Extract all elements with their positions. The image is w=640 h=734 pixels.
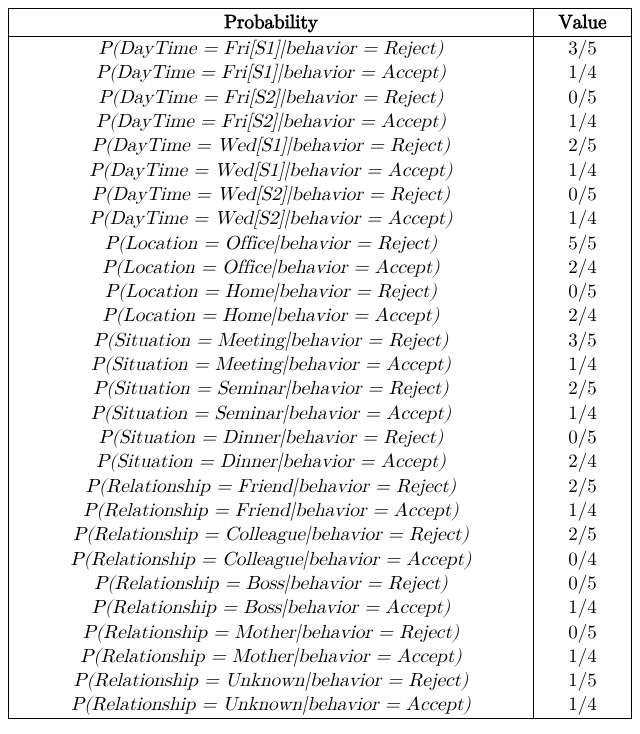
- probability-cell: P(DayTime = Fri[S2]|behavior = Accept): [9, 110, 534, 134]
- table-row: P(Relationship = Mother|behavior = Rejec…: [9, 621, 632, 645]
- value-cell: 0/5: [534, 280, 632, 304]
- value-cell: 5/5: [534, 232, 632, 256]
- col-header-probability: Probability: [9, 9, 534, 37]
- probability-cell: P(Situation = Seminar|behavior = Reject): [9, 377, 534, 401]
- probability-cell: P(Location = Office|behavior = Accept): [9, 256, 534, 280]
- value-cell: 0/5: [534, 86, 632, 110]
- value-cell: 0/5: [534, 426, 632, 450]
- table-row: P(DayTime = Wed[S2]|behavior = Reject)0/…: [9, 183, 632, 207]
- probability-cell: P(Relationship = Mother|behavior = Rejec…: [9, 621, 534, 645]
- probability-cell: P(DayTime = Fri[S2]|behavior = Reject): [9, 86, 534, 110]
- value-cell: 2/4: [534, 450, 632, 474]
- table-row: P(Situation = Meeting|behavior = Accept)…: [9, 353, 632, 377]
- table-row: P(Relationship = Friend|behavior = Rejec…: [9, 475, 632, 499]
- probability-cell: P(DayTime = Fri[S1]|behavior = Accept): [9, 61, 534, 85]
- probability-cell: P(Relationship = Unknown|behavior = Reje…: [9, 669, 534, 693]
- table-row: P(DayTime = Wed[S1]|behavior = Accept)1/…: [9, 159, 632, 183]
- value-cell: 3/5: [534, 37, 632, 62]
- table-row: P(Relationship = Friend|behavior = Accep…: [9, 499, 632, 523]
- value-cell: 1/4: [534, 402, 632, 426]
- probability-cell: P(Location = Home|behavior = Reject): [9, 280, 534, 304]
- table-row: P(DayTime = Wed[S1]|behavior = Reject)2/…: [9, 134, 632, 158]
- table-row: P(Location = Office|behavior = Reject)5/…: [9, 232, 632, 256]
- table-row: P(Relationship = Colleague|behavior = Re…: [9, 523, 632, 547]
- table-row: P(Relationship = Boss|behavior = Reject)…: [9, 572, 632, 596]
- table-row: P(DayTime = Fri[S2]|behavior = Accept)1/…: [9, 110, 632, 134]
- probability-cell: P(Situation = Meeting|behavior = Accept): [9, 353, 534, 377]
- probability-cell: P(DayTime = Wed[S1]|behavior = Reject): [9, 134, 534, 158]
- table-row: P(DayTime = Wed[S2]|behavior = Accept)1/…: [9, 207, 632, 231]
- value-cell: 2/4: [534, 256, 632, 280]
- value-cell: 1/4: [534, 693, 632, 718]
- table-row: P(DayTime = Fri[S1]|behavior = Accept)1/…: [9, 61, 632, 85]
- probability-cell: P(Situation = Seminar|behavior = Accept): [9, 402, 534, 426]
- value-cell: 1/4: [534, 61, 632, 85]
- probability-cell: P(Relationship = Boss|behavior = Accept): [9, 596, 534, 620]
- table-row: P(Situation = Seminar|behavior = Reject)…: [9, 377, 632, 401]
- table-row: P(Situation = Dinner|behavior = Reject)0…: [9, 426, 632, 450]
- table-row: P(Relationship = Colleague|behavior = Ac…: [9, 548, 632, 572]
- value-cell: 0/5: [534, 572, 632, 596]
- probability-cell: P(Relationship = Colleague|behavior = Ac…: [9, 548, 534, 572]
- table-row: P(Relationship = Unknown|behavior = Reje…: [9, 669, 632, 693]
- table-body: P(DayTime = Fri[S1]|behavior = Reject)3/…: [9, 37, 632, 719]
- probability-cell: P(DayTime = Wed[S1]|behavior = Accept): [9, 159, 534, 183]
- probability-cell: P(Situation = Dinner|behavior = Accept): [9, 450, 534, 474]
- value-cell: 2/5: [534, 377, 632, 401]
- table-row: P(Situation = Meeting|behavior = Reject)…: [9, 329, 632, 353]
- probability-cell: P(Situation = Dinner|behavior = Reject): [9, 426, 534, 450]
- value-cell: 1/4: [534, 207, 632, 231]
- value-cell: 0/4: [534, 548, 632, 572]
- table-row: P(Location = Office|behavior = Accept)2/…: [9, 256, 632, 280]
- value-cell: 2/5: [534, 134, 632, 158]
- probability-cell: P(Relationship = Colleague|behavior = Re…: [9, 523, 534, 547]
- value-cell: 0/5: [534, 183, 632, 207]
- value-cell: 0/5: [534, 621, 632, 645]
- value-cell: 1/4: [534, 353, 632, 377]
- probability-cell: P(DayTime = Fri[S1]|behavior = Reject): [9, 37, 534, 62]
- probability-cell: P(DayTime = Wed[S2]|behavior = Reject): [9, 183, 534, 207]
- table-row: P(Relationship = Boss|behavior = Accept)…: [9, 596, 632, 620]
- value-cell: 1/4: [534, 596, 632, 620]
- probability-cell: P(Relationship = Friend|behavior = Accep…: [9, 499, 534, 523]
- value-cell: 2/5: [534, 475, 632, 499]
- table-row: P(Relationship = Unknown|behavior = Acce…: [9, 693, 632, 718]
- table-row: P(DayTime = Fri[S1]|behavior = Reject)3/…: [9, 37, 632, 62]
- probability-cell: P(Relationship = Mother|behavior = Accep…: [9, 645, 534, 669]
- table-row: P(Situation = Seminar|behavior = Accept)…: [9, 402, 632, 426]
- probability-cell: P(Situation = Meeting|behavior = Reject): [9, 329, 534, 353]
- value-cell: 3/5: [534, 329, 632, 353]
- table-row: P(Relationship = Mother|behavior = Accep…: [9, 645, 632, 669]
- probability-cell: P(Relationship = Unknown|behavior = Acce…: [9, 693, 534, 718]
- probability-cell: P(Relationship = Friend|behavior = Rejec…: [9, 475, 534, 499]
- col-header-value: Value: [534, 9, 632, 37]
- value-cell: 1/4: [534, 110, 632, 134]
- probability-cell: P(Relationship = Boss|behavior = Reject): [9, 572, 534, 596]
- table-row: P(Situation = Dinner|behavior = Accept)2…: [9, 450, 632, 474]
- value-cell: 1/4: [534, 645, 632, 669]
- table-row: P(Location = Home|behavior = Accept)2/4: [9, 304, 632, 328]
- probability-table: Probability Value P(DayTime = Fri[S1]|be…: [8, 8, 632, 719]
- value-cell: 2/4: [534, 304, 632, 328]
- value-cell: 1/5: [534, 669, 632, 693]
- probability-cell: P(Location = Office|behavior = Reject): [9, 232, 534, 256]
- probability-cell: P(Location = Home|behavior = Accept): [9, 304, 534, 328]
- header-row: Probability Value: [9, 9, 632, 37]
- table-row: P(DayTime = Fri[S2]|behavior = Reject)0/…: [9, 86, 632, 110]
- table-row: P(Location = Home|behavior = Reject)0/5: [9, 280, 632, 304]
- value-cell: 2/5: [534, 523, 632, 547]
- probability-cell: P(DayTime = Wed[S2]|behavior = Accept): [9, 207, 534, 231]
- value-cell: 1/4: [534, 499, 632, 523]
- value-cell: 1/4: [534, 159, 632, 183]
